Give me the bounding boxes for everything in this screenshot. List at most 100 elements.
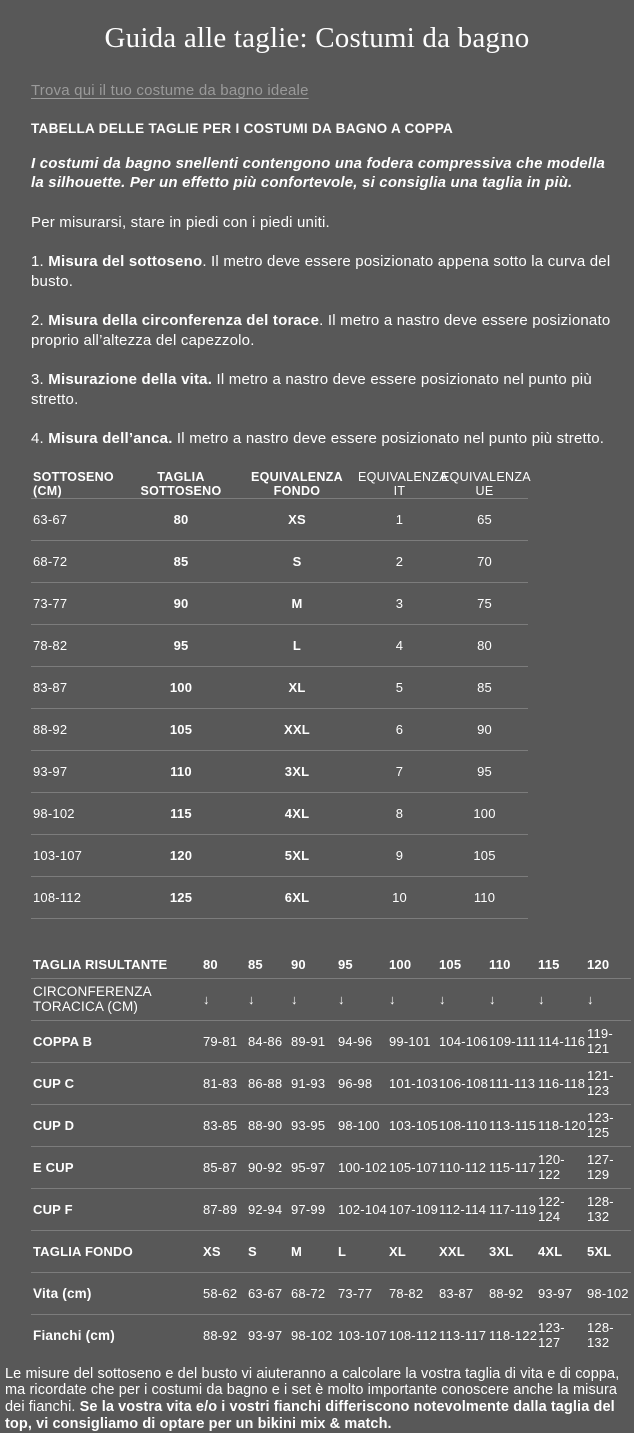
step-prefix: 3. xyxy=(31,371,49,388)
step-rest: Il metro a nastro deve essere posizionat… xyxy=(31,371,592,408)
table-cell: 98-100 xyxy=(338,1117,380,1133)
table-cell: 90-92 xyxy=(248,1159,283,1175)
down-arrow-icon: ↓ xyxy=(439,991,446,1007)
table-cell: 7 xyxy=(395,763,404,779)
step-prefix: 4. xyxy=(31,430,49,447)
table-cell: 102-104 xyxy=(338,1201,388,1217)
table-cell: 4XL xyxy=(538,1243,563,1259)
column-header: 85 xyxy=(248,957,263,972)
table-cell: 78-82 xyxy=(33,637,68,653)
row-label: Fianchi (cm) xyxy=(33,1327,115,1343)
table-row: 108-112 125 6XL 10 110 xyxy=(31,876,528,918)
table-header-row: TAGLIA RISULTANTE 80 85 90 95 100 105 110 115 120 xyxy=(31,952,631,978)
table-cell: 116-118 xyxy=(538,1075,586,1091)
table-cell: 4 xyxy=(395,637,404,653)
footer-note: Le misure del sottoseno e del busto vi a… xyxy=(0,1366,634,1433)
table-cell: 107-109 xyxy=(389,1201,439,1217)
table-cell: 92-94 xyxy=(248,1201,283,1217)
column-header: 95 xyxy=(338,957,353,972)
table-row: TAGLIA FONDO XS S M L XL XXL 3XL 4XL 5XL xyxy=(31,1230,631,1272)
table-cell: 3XL xyxy=(489,1243,514,1259)
table-cell: 70 xyxy=(477,553,492,569)
table-row: 73-77 90 M 3 75 xyxy=(31,582,528,624)
find-ideal-swimsuit-link[interactable]: Trova qui il tuo costume da bagno ideale xyxy=(31,82,309,99)
table-cell: 6XL xyxy=(284,889,310,905)
table-cell: 98-102 xyxy=(587,1285,629,1301)
down-arrow-icon: ↓ xyxy=(203,991,210,1007)
table-cell: 100 xyxy=(169,679,193,695)
table-cell: 93-97 xyxy=(538,1285,573,1301)
table-row: 98-102 115 4XL 8 100 xyxy=(31,792,528,834)
table-cell: 105 xyxy=(473,847,496,863)
table-cell: 118-122 xyxy=(489,1327,538,1343)
column-header: TAGLIA RISULTANTE xyxy=(33,957,168,972)
table-cell: 88-92 xyxy=(489,1285,524,1301)
table-cell: 113-117 xyxy=(439,1327,487,1343)
table-cell: 10 xyxy=(392,889,407,905)
table-cell: M xyxy=(291,1243,303,1259)
table-cell: XS xyxy=(288,511,306,527)
step-prefix: 2. xyxy=(31,312,49,329)
table-cell: 91-93 xyxy=(291,1075,326,1091)
table-cell: 109-111 xyxy=(489,1033,537,1049)
table-cell: 94-96 xyxy=(338,1033,373,1049)
table-row: 63-67 80 XS 1 65 xyxy=(31,498,528,540)
table-cell: 93-97 xyxy=(248,1327,283,1343)
measure-step-3: 3. Misurazione della vita. Il metro a na… xyxy=(31,370,620,409)
table-cell: L xyxy=(292,637,302,653)
table-cell: 85 xyxy=(477,679,492,695)
row-label: COPPA B xyxy=(33,1033,93,1049)
column-header: 90 xyxy=(291,957,306,972)
table-cell: 63-67 xyxy=(33,511,68,527)
column-header: 105 xyxy=(439,957,462,972)
table-cell: S xyxy=(248,1243,257,1259)
down-arrow-icon: ↓ xyxy=(489,991,496,1007)
table-cell: 63-67 xyxy=(248,1285,283,1301)
down-arrow-icon: ↓ xyxy=(338,991,345,1007)
table-cell: 1 xyxy=(395,511,404,527)
table-header-row: SOTTOSENO (CM) TAGLIA SOTTOSENO EQUIVALENZ… xyxy=(31,469,531,498)
table-cell: 114-116 xyxy=(538,1033,586,1049)
table-cell: 123-125 xyxy=(587,1110,614,1140)
table-cell: 5 xyxy=(395,679,404,695)
row-label: CUP C xyxy=(33,1075,75,1091)
table-cell: 65 xyxy=(477,511,492,527)
table-cell: XXL xyxy=(284,721,310,737)
table-cell: 85 xyxy=(173,553,189,569)
step-bold: Misurazione della vita. xyxy=(48,371,213,388)
table-cell: 88-92 xyxy=(203,1327,238,1343)
table-row: Vita (cm) 58-62 63-67 68-72 73-77 78-82 83-87 8… xyxy=(31,1272,631,1314)
table-cell: 86-88 xyxy=(248,1075,283,1091)
table-cell: 5XL xyxy=(284,847,310,863)
table-cell: 93-97 xyxy=(33,763,68,779)
table-cell: 110 xyxy=(473,889,496,905)
table-row: CUP D 83-85 88-90 93-95 98-100 103-105 108-110… xyxy=(31,1104,631,1146)
row-label: Vita (cm) xyxy=(33,1285,92,1301)
table-cell: 75 xyxy=(477,595,492,611)
column-header: EQUIVALENZA FONDO xyxy=(251,469,343,498)
table-cell: 113-115 xyxy=(489,1117,537,1133)
table-cell: 68-72 xyxy=(291,1285,326,1301)
table-cell: 4XL xyxy=(284,805,310,821)
table-cell: 85-87 xyxy=(203,1159,238,1175)
table-cell: S xyxy=(292,553,302,569)
measure-step-4: 4. Misura dell’anca. Il metro a nastro d… xyxy=(31,429,620,449)
measure-step-1: 1. Misura del sottoseno. Il metro deve e… xyxy=(31,252,620,291)
table-cell: 97-99 xyxy=(291,1201,326,1217)
table-row: CUP C 81-83 86-88 91-93 96-98 101-103 106-108 1… xyxy=(31,1062,631,1104)
table-cell: 112-114 xyxy=(439,1201,487,1217)
table-cell: 98-102 xyxy=(33,805,75,821)
table-cell: 98-102 xyxy=(291,1327,333,1343)
table-cell: 103-107 xyxy=(338,1327,388,1343)
table-cell: 115-117 xyxy=(489,1159,537,1175)
table-cell: 3XL xyxy=(284,763,310,779)
table-cell: 73-77 xyxy=(338,1285,373,1301)
step-rest: Il metro a nastro deve essere posizionat… xyxy=(172,430,605,447)
column-header: 110 xyxy=(489,957,511,972)
table-cell: 83-87 xyxy=(439,1285,474,1301)
down-arrow-icon: ↓ xyxy=(389,991,396,1007)
table-cell: 117-119 xyxy=(489,1201,537,1217)
column-header: 115 xyxy=(538,957,560,972)
table-cell: 3 xyxy=(395,595,404,611)
column-header: SOTTOSENO (CM) xyxy=(33,469,114,498)
